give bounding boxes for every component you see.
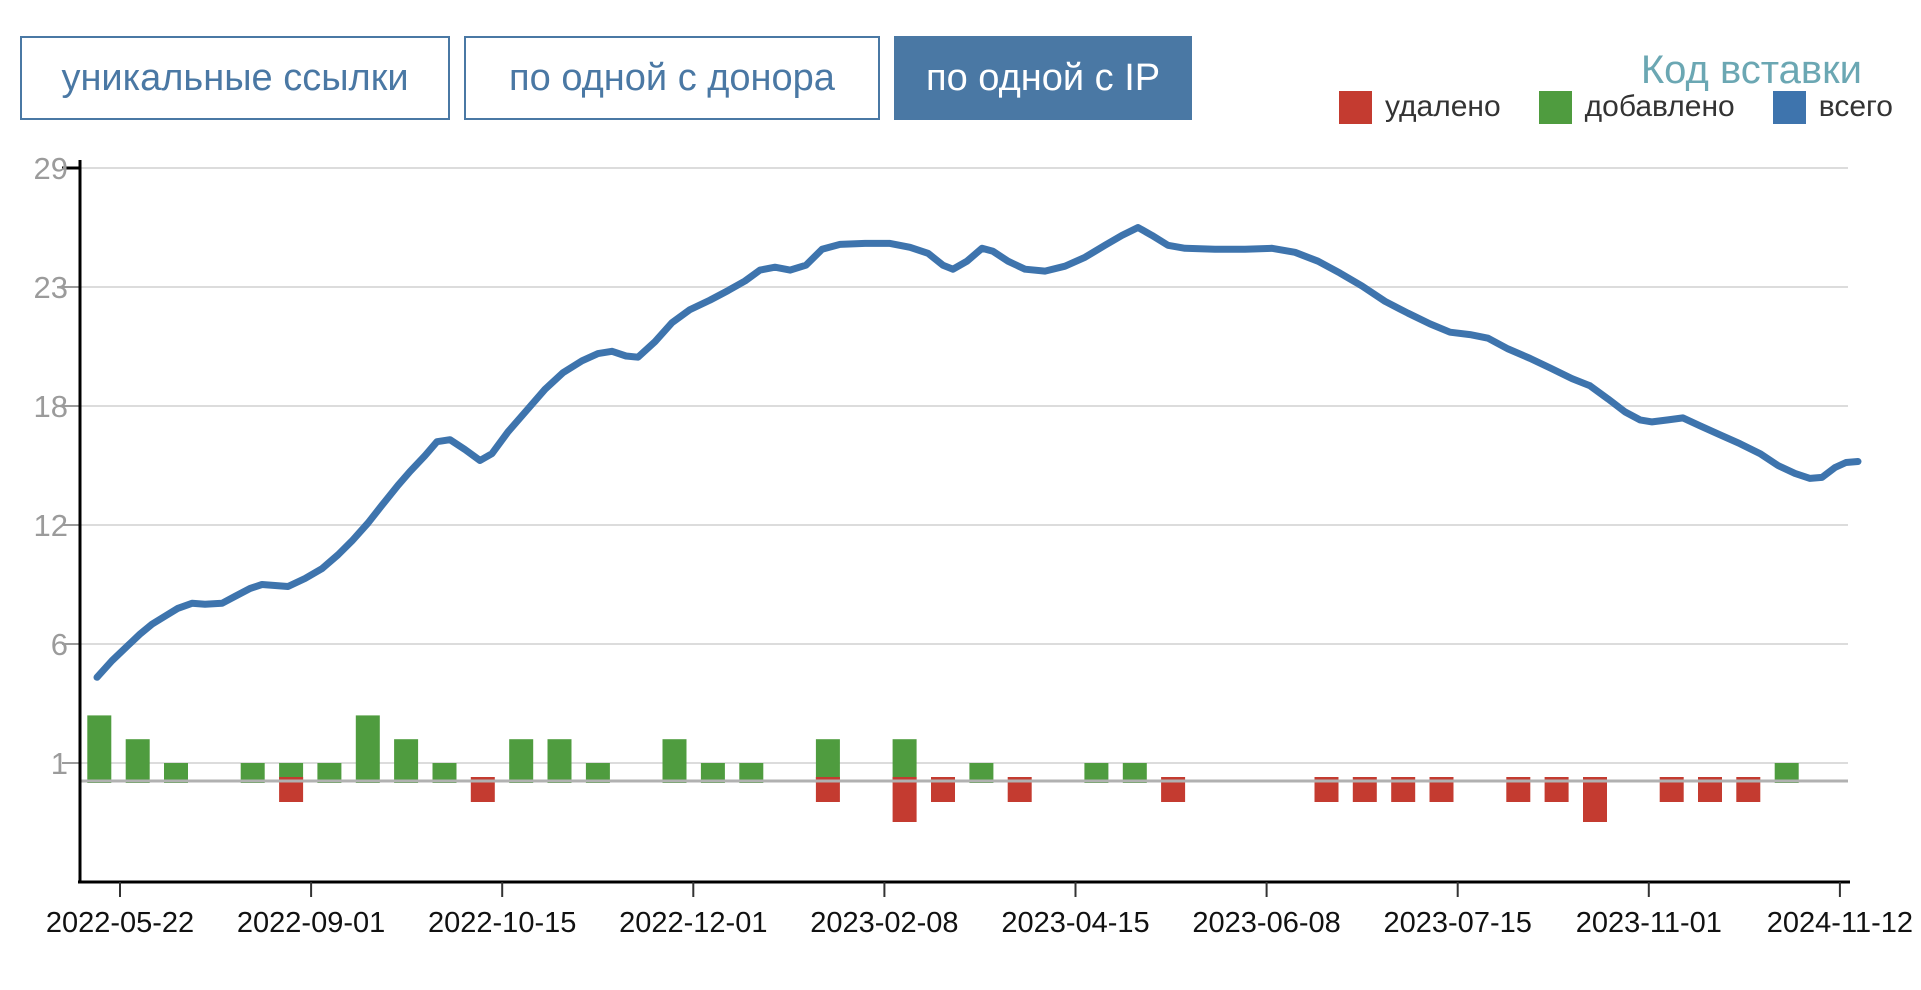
svg-text:1: 1 bbox=[51, 746, 68, 781]
x-axis-ticks bbox=[119, 882, 1841, 897]
svg-text:2023-02-08: 2023-02-08 bbox=[810, 907, 958, 939]
bars-deleted bbox=[279, 777, 1761, 822]
tab-unique-links[interactable]: уникальные ссылки bbox=[20, 36, 450, 120]
legend-label-total: всего bbox=[1818, 90, 1893, 123]
x-axis-labels: 2022-05-22 2022-09-01 2022-10-15 2022-12-01… bbox=[46, 907, 1913, 939]
svg-text:6: 6 bbox=[51, 627, 68, 662]
tab-one-per-donor[interactable]: по одной с донора bbox=[464, 36, 880, 120]
added-swatch bbox=[1538, 90, 1572, 124]
total-line bbox=[93, 224, 1862, 681]
chart-legend: удалено добавлено всего bbox=[1339, 90, 1893, 124]
svg-text:2023-04-15: 2023-04-15 bbox=[1001, 907, 1149, 939]
gridlines bbox=[80, 167, 1848, 764]
svg-text:18: 18 bbox=[34, 389, 68, 424]
chart-tabs: уникальные ссылки по одной с донора по о… bbox=[20, 36, 1193, 120]
y-axis-labels: 29 23 18 12 6 1 bbox=[34, 151, 68, 781]
svg-text:2022-05-22: 2022-05-22 bbox=[46, 907, 194, 939]
svg-text:2024-11-12: 2024-11-12 bbox=[1767, 907, 1913, 939]
total-swatch bbox=[1772, 90, 1806, 124]
legend-item-total: всего bbox=[1772, 90, 1893, 124]
svg-text:2023-07-15: 2023-07-15 bbox=[1384, 907, 1532, 939]
svg-text:2023-06-08: 2023-06-08 bbox=[1192, 907, 1340, 939]
legend-item-added: добавлено bbox=[1538, 90, 1735, 124]
embed-code-link[interactable]: Код вставки bbox=[1640, 48, 1862, 92]
svg-text:12: 12 bbox=[34, 508, 68, 543]
svg-text:29: 29 bbox=[34, 151, 68, 186]
tab-one-per-ip[interactable]: по одной с IP bbox=[894, 36, 1193, 120]
svg-text:2023-11-01: 2023-11-01 bbox=[1576, 907, 1722, 939]
svg-text:2022-09-01: 2022-09-01 bbox=[237, 907, 385, 939]
legend-label-added: добавлено bbox=[1584, 90, 1735, 123]
svg-text:23: 23 bbox=[34, 270, 68, 305]
legend-label-deleted: удалено bbox=[1385, 90, 1501, 123]
bars-added bbox=[87, 715, 1799, 783]
svg-text:2022-10-15: 2022-10-15 bbox=[428, 907, 576, 939]
legend-item-deleted: удалено bbox=[1339, 90, 1501, 124]
svg-text:2022-12-01: 2022-12-01 bbox=[619, 907, 767, 939]
deleted-swatch bbox=[1339, 90, 1373, 124]
y-axis-ticks bbox=[62, 166, 80, 764]
